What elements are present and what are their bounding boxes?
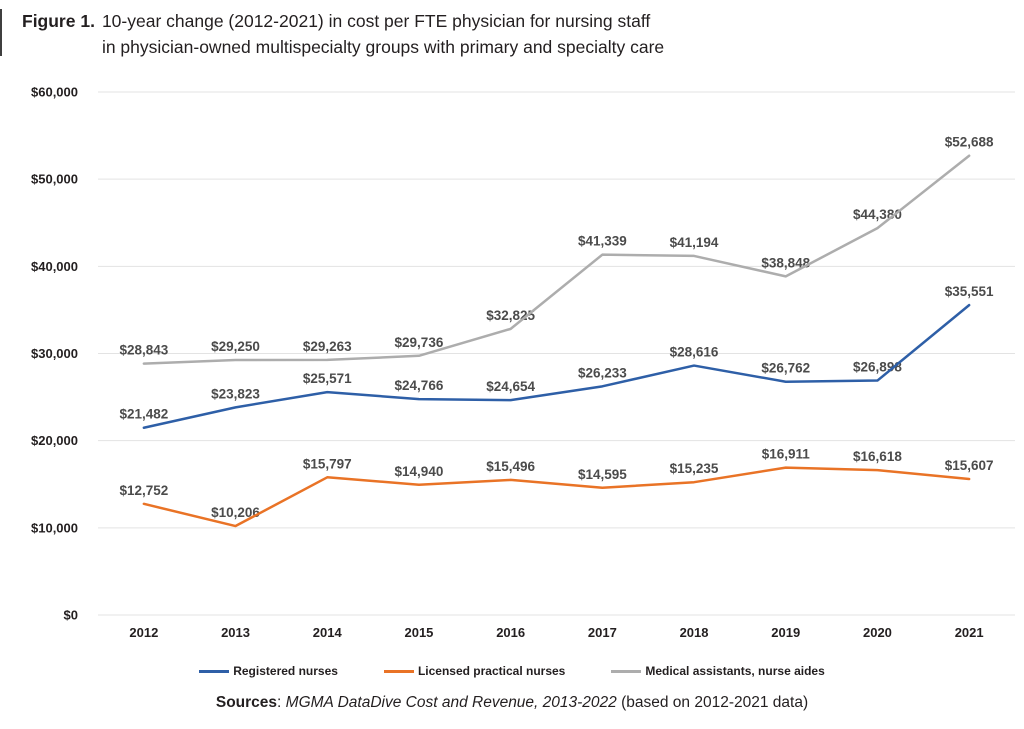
figure-caption-line2: in physician-owned multispecialty groups… [101, 37, 665, 57]
source-prefix: Sources [215, 694, 278, 711]
data-label: $25,571 [303, 371, 352, 386]
source-separator: : [277, 694, 286, 711]
y-axis-tick-label: $0 [64, 608, 78, 623]
data-label: $12,752 [119, 483, 168, 498]
y-axis-tick-label: $20,000 [31, 433, 78, 448]
data-label: $24,654 [486, 379, 535, 394]
legend-item: Registered nurses [199, 664, 338, 678]
data-label: $16,911 [762, 447, 811, 462]
x-axis-tick-label: 2019 [771, 625, 800, 640]
data-label: $29,263 [303, 339, 352, 354]
x-axis-tick-label: 2017 [588, 625, 617, 640]
x-axis-tick-label: 2015 [404, 625, 433, 640]
legend-item: Licensed practical nurses [383, 664, 566, 678]
data-label: $29,736 [395, 335, 444, 350]
y-axis-tick-label: $30,000 [31, 346, 78, 361]
source-citation: MGMA DataDive Cost and Revenue, 2013-202… [285, 694, 617, 711]
legend-swatch [611, 669, 642, 673]
line-chart: $0 $10,000 $20,000 $30,000 $40,000 $50,000 $60… [31, 85, 1015, 640]
data-label: $14,595 [578, 467, 627, 482]
data-label: $15,235 [670, 461, 719, 476]
chart-legend: Registered nurses Licensed practical nurs… [0, 662, 1024, 680]
legend-label: Medical assistants, nurse aides [645, 664, 825, 678]
x-axis-tick-label: 2013 [221, 625, 250, 640]
legend-item: Medical assistants, nurse aides [611, 664, 825, 678]
data-label: $41,339 [578, 234, 627, 249]
data-label: $28,616 [670, 345, 719, 360]
data-label: $15,797 [303, 456, 352, 471]
x-axis-tick-label: 2016 [496, 625, 525, 640]
data-label: $26,762 [761, 361, 810, 376]
legend-label: Licensed practical nurses [417, 664, 566, 678]
data-label: $35,551 [945, 284, 994, 299]
data-label: $24,766 [395, 378, 444, 393]
series-line [142, 303, 971, 429]
data-label: $28,843 [119, 343, 168, 358]
figure-number: Figure 1. [22, 11, 95, 31]
series-line [142, 466, 971, 528]
series-line [142, 154, 971, 365]
data-label: $14,940 [395, 464, 444, 479]
data-label: $21,482 [119, 407, 168, 422]
data-label: $23,823 [211, 386, 260, 401]
data-label: $29,250 [211, 339, 260, 354]
source-suffix: (based on 2012-2021 data) [616, 694, 809, 711]
figure-caption: 10-year change (2012-2021) in cost per F… [102, 8, 664, 60]
legend-swatch [383, 669, 414, 673]
x-axis-tick-label: 2014 [313, 625, 343, 640]
figure-title: Figure 1. 10-year change (2012-2021) in … [22, 8, 664, 60]
source-line: Sources: MGMA DataDive Cost and Revenue,… [0, 694, 1024, 712]
title-accent-bar [0, 9, 2, 56]
x-axis-tick-label: 2020 [863, 625, 892, 640]
legend-label: Registered nurses [233, 664, 338, 678]
y-axis-tick-label: $50,000 [31, 172, 78, 187]
y-axis-tick-label: $60,000 [31, 85, 78, 100]
x-axis-tick-label: 2018 [680, 625, 709, 640]
figure-caption-line1: 10-year change (2012-2021) in cost per F… [101, 11, 651, 31]
chart-svg: $0 $10,000 $20,000 $30,000 $40,000 $50,000 $60… [31, 85, 1015, 640]
data-label: $10,206 [211, 505, 260, 520]
y-axis-tick-label: $10,000 [31, 520, 78, 535]
y-axis-tick-label: $40,000 [31, 259, 78, 274]
data-label: $15,496 [486, 459, 535, 474]
data-label: $38,848 [761, 255, 810, 270]
data-label: $41,194 [670, 235, 719, 250]
data-label: $16,618 [853, 449, 902, 464]
x-axis-tick-label: 2012 [129, 625, 158, 640]
x-axis-tick-label: 2021 [955, 625, 984, 640]
data-label: $26,233 [578, 365, 627, 380]
legend-swatch [199, 669, 230, 673]
data-label: $52,688 [945, 135, 994, 150]
data-label: $15,607 [945, 458, 994, 473]
